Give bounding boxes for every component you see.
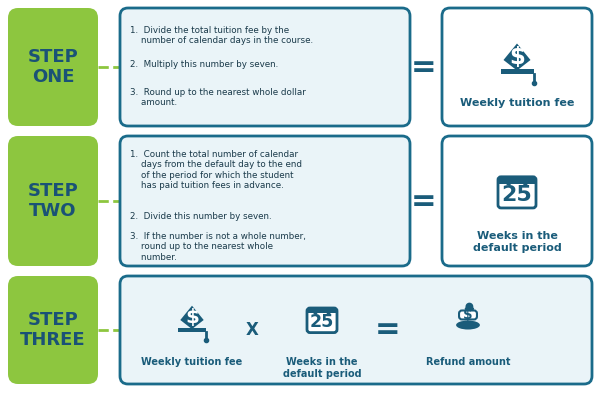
FancyBboxPatch shape [307, 308, 337, 332]
FancyBboxPatch shape [120, 276, 592, 384]
Text: $: $ [185, 309, 199, 327]
Circle shape [466, 303, 473, 310]
Text: =: = [375, 316, 401, 345]
Text: STEP
TWO: STEP TWO [28, 182, 79, 220]
Text: 2.  Multiply this number by seven.: 2. Multiply this number by seven. [130, 60, 278, 69]
Text: STEP
ONE: STEP ONE [28, 48, 79, 86]
Ellipse shape [456, 321, 480, 329]
Text: 25: 25 [502, 185, 532, 205]
Text: 1.  Divide the total tuition fee by the
    number of calendar days in the cours: 1. Divide the total tuition fee by the n… [130, 26, 313, 46]
FancyBboxPatch shape [459, 310, 477, 320]
Text: 1.  Count the total number of calendar
    days from the default day to the end
: 1. Count the total number of calendar da… [130, 150, 302, 190]
FancyBboxPatch shape [464, 307, 474, 310]
Text: 3.  If the number is not a whole number,
    round up to the nearest whole
    n: 3. If the number is not a whole number, … [130, 232, 306, 262]
Text: Weeks in the
default period: Weeks in the default period [473, 231, 562, 253]
Polygon shape [181, 306, 204, 329]
FancyBboxPatch shape [120, 8, 410, 126]
Text: Weeks in the
default period: Weeks in the default period [283, 357, 361, 379]
FancyBboxPatch shape [498, 177, 536, 184]
FancyBboxPatch shape [498, 177, 536, 208]
Text: Weekly tuition fee: Weekly tuition fee [460, 98, 574, 108]
FancyBboxPatch shape [313, 310, 317, 315]
FancyBboxPatch shape [178, 328, 206, 332]
Text: X: X [245, 321, 259, 339]
Text: =: = [411, 53, 437, 81]
FancyBboxPatch shape [120, 136, 410, 266]
Text: 3.  Round up to the nearest whole dollar
    amount.: 3. Round up to the nearest whole dollar … [130, 88, 306, 107]
FancyBboxPatch shape [8, 8, 98, 126]
FancyBboxPatch shape [8, 136, 98, 266]
FancyBboxPatch shape [523, 180, 528, 185]
Text: $: $ [509, 46, 525, 69]
FancyBboxPatch shape [442, 8, 592, 126]
FancyBboxPatch shape [326, 310, 331, 315]
Text: 2.  Divide this number by seven.: 2. Divide this number by seven. [130, 212, 272, 221]
Text: Weekly tuition fee: Weekly tuition fee [142, 357, 242, 367]
Text: =: = [411, 187, 437, 215]
FancyBboxPatch shape [442, 136, 592, 266]
Text: $: $ [463, 308, 473, 322]
FancyBboxPatch shape [307, 308, 337, 313]
Text: 25: 25 [310, 313, 334, 331]
Text: Refund amount: Refund amount [426, 357, 510, 367]
FancyBboxPatch shape [8, 276, 98, 384]
Polygon shape [503, 44, 530, 70]
FancyBboxPatch shape [500, 69, 533, 74]
Text: STEP
THREE: STEP THREE [20, 310, 86, 349]
FancyBboxPatch shape [506, 180, 511, 185]
